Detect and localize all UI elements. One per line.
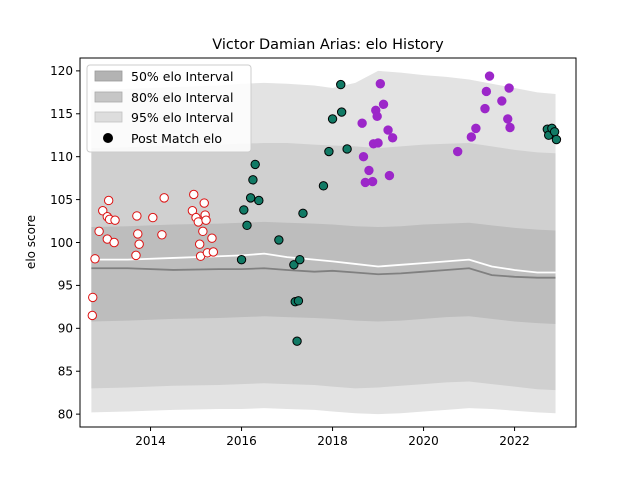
match-point (131, 250, 141, 261)
match-point (336, 107, 347, 117)
legend-label-50: 50% elo Interval (131, 69, 233, 84)
match-point (357, 118, 367, 128)
chart-title: Victor Damian Arias: elo History (212, 37, 444, 53)
match-point (503, 114, 513, 124)
match-point (201, 215, 211, 225)
match-point (293, 296, 304, 306)
match-point (373, 138, 383, 148)
match-point (134, 239, 144, 249)
match-point (250, 159, 260, 170)
match-point (189, 189, 199, 200)
match-point (254, 195, 264, 206)
median-line (91, 267, 556, 279)
legend-swatch-50 (94, 70, 123, 82)
match-point (375, 79, 386, 89)
match-point (194, 239, 205, 249)
match-point (452, 146, 463, 157)
match-point (384, 170, 395, 181)
match-point (248, 175, 258, 185)
match-point (497, 96, 507, 106)
match-point (289, 260, 299, 270)
band-50 (91, 221, 556, 325)
match-point (298, 208, 308, 219)
legend-box (86, 64, 252, 153)
match-point (484, 71, 495, 81)
legend-swatch-95 (94, 111, 123, 123)
y-tick-label: 105 (50, 193, 73, 207)
match-point (466, 132, 477, 142)
y-tick-label: 100 (50, 236, 73, 250)
x-axis-ticks: 2014 2016 2018 2020 2022 (135, 427, 530, 448)
match-point (245, 193, 256, 203)
match-point (505, 122, 515, 133)
match-point (387, 133, 398, 143)
match-point (551, 134, 562, 145)
match-point (549, 127, 560, 137)
trend-lines (91, 252, 556, 279)
match-point (110, 215, 120, 225)
match-point (193, 217, 204, 227)
y-tick-label: 80 (58, 407, 73, 421)
match-point (336, 79, 346, 90)
match-point (103, 195, 114, 206)
match-point (274, 235, 284, 245)
match-point (239, 205, 249, 215)
match-point (88, 292, 98, 303)
match-point (133, 229, 143, 239)
y-tick-label: 90 (58, 322, 73, 336)
match-point (364, 165, 374, 176)
mean-line (91, 252, 556, 274)
match-point (157, 230, 167, 240)
match-point (480, 103, 490, 114)
legend-marker-post-match (103, 133, 113, 143)
match-point (504, 83, 514, 93)
legend: 50% elo Interval 80% elo Interval 95% el… (86, 64, 252, 153)
y-axis-label: elo score (24, 215, 38, 269)
match-point (109, 237, 119, 248)
x-tick-label: 2020 (408, 434, 439, 448)
match-point (295, 254, 305, 265)
legend-label-95: 95% elo Interval (131, 110, 233, 125)
match-point (481, 86, 492, 97)
match-point (87, 310, 97, 321)
match-point (208, 247, 219, 257)
match-point (159, 193, 169, 203)
post-match-points (87, 71, 562, 346)
x-tick-label: 2022 (499, 434, 530, 448)
match-point (342, 144, 352, 154)
match-point (132, 211, 142, 221)
y-tick-label: 110 (50, 150, 73, 164)
match-point (358, 151, 369, 162)
match-point (90, 254, 100, 264)
match-point (324, 146, 334, 157)
x-tick-label: 2018 (317, 434, 348, 448)
plot-area (87, 70, 562, 415)
match-point (327, 114, 338, 124)
legend-label-80: 80% elo Interval (131, 90, 233, 105)
match-point (207, 233, 217, 243)
match-point (198, 226, 208, 237)
match-point (318, 181, 329, 191)
match-point (292, 336, 302, 346)
y-axis-ticks: 80 85 90 95 100 105 110 115 120 (50, 64, 80, 421)
match-point (378, 99, 389, 110)
legend-swatch-80 (94, 91, 123, 103)
match-point (471, 123, 481, 134)
legend-label-post-match: Post Match elo (131, 131, 222, 146)
y-tick-label: 120 (50, 64, 73, 78)
match-point (383, 125, 393, 135)
match-point (367, 176, 378, 187)
y-tick-label: 115 (50, 107, 73, 121)
match-point (372, 111, 382, 122)
x-tick-label: 2014 (135, 434, 166, 448)
match-point (199, 198, 209, 208)
y-tick-label: 85 (58, 365, 73, 379)
match-point (148, 212, 158, 223)
y-tick-label: 95 (58, 279, 73, 293)
match-point (236, 254, 247, 265)
x-tick-label: 2016 (226, 434, 257, 448)
match-point (94, 226, 104, 237)
match-point (242, 220, 252, 231)
